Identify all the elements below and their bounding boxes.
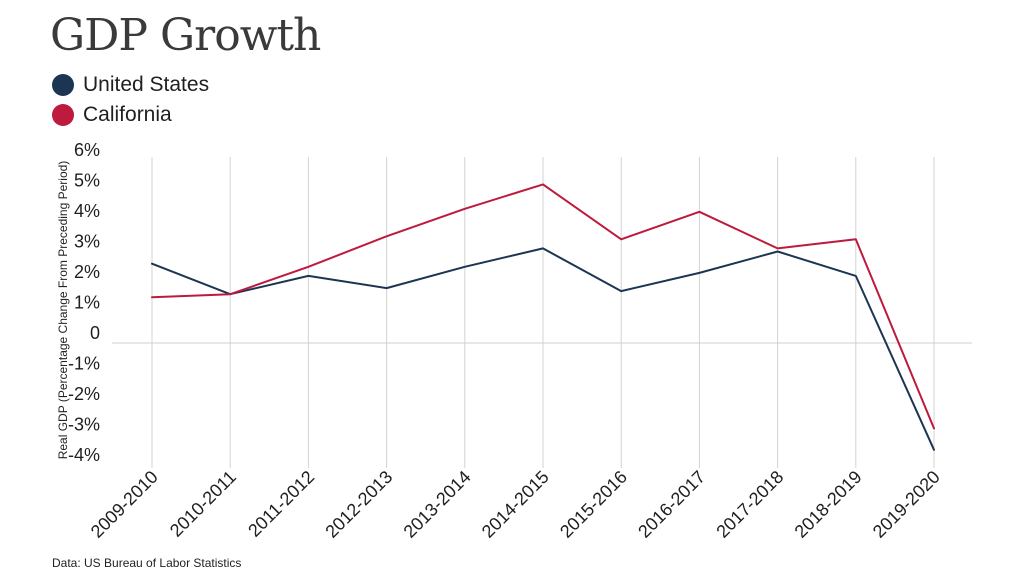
y-tick-label: -4% bbox=[68, 445, 100, 465]
x-tick-label: 2013-2014 bbox=[400, 467, 475, 542]
legend: United States California bbox=[52, 70, 209, 130]
x-tick-label: 2017-2018 bbox=[712, 467, 787, 542]
legend-swatch-united-states bbox=[52, 74, 74, 96]
legend-item-united-states: United States bbox=[52, 70, 209, 100]
x-tick-label: 2010-2011 bbox=[166, 467, 240, 541]
x-tick-label: 2012-2013 bbox=[321, 467, 396, 542]
x-tick-label: 2018-2019 bbox=[791, 467, 866, 542]
x-tick-label: 2015-2016 bbox=[556, 467, 631, 542]
chart-title: GDP Growth bbox=[50, 10, 321, 61]
y-axis-title: Real GDP (Percentage Change From Precedi… bbox=[56, 161, 70, 460]
series-line-california bbox=[151, 183, 935, 430]
legend-swatch-california bbox=[52, 104, 74, 126]
x-tick-label: 2011-2012 bbox=[244, 467, 318, 541]
y-tick-label: 5% bbox=[74, 171, 100, 191]
y-tick-label: 6% bbox=[74, 140, 100, 160]
legend-label-united-states: United States bbox=[83, 73, 210, 96]
series-line-united-states bbox=[151, 247, 935, 451]
y-tick-label: 4% bbox=[74, 201, 100, 221]
y-tick-label: 1% bbox=[74, 293, 100, 313]
y-tick-label: -3% bbox=[68, 415, 100, 435]
x-tick-label: 2016-2017 bbox=[634, 467, 709, 542]
x-tick-label: 2009-2010 bbox=[87, 467, 162, 542]
legend-label-california: California bbox=[83, 103, 172, 126]
data-source-note: Data: US Bureau of Labor Statistics bbox=[52, 556, 242, 570]
y-tick-label: -2% bbox=[68, 384, 100, 404]
y-tick-label: 0 bbox=[90, 323, 100, 343]
x-tick-label: 2019-2020 bbox=[869, 467, 944, 542]
x-tick-label: 2014-2015 bbox=[478, 467, 553, 542]
y-tick-label: 2% bbox=[74, 262, 100, 282]
y-tick-label: 3% bbox=[74, 232, 100, 252]
legend-item-california: California bbox=[52, 100, 209, 130]
y-tick-label: -1% bbox=[68, 354, 100, 374]
